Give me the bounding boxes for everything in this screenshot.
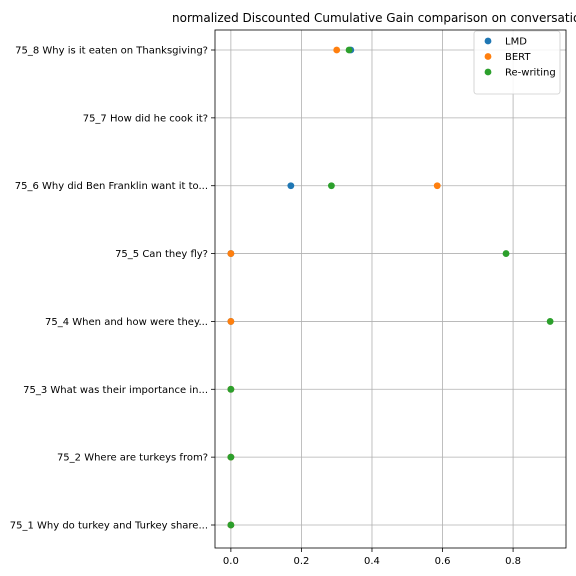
data-point bbox=[546, 318, 554, 325]
legend-label: BERT bbox=[505, 52, 531, 63]
plot-frame bbox=[214, 29, 567, 549]
data-points bbox=[227, 46, 554, 529]
data-point bbox=[227, 318, 235, 325]
data-point bbox=[287, 182, 295, 190]
x-tick-label: 0.8 bbox=[505, 556, 521, 567]
data-point bbox=[227, 250, 235, 257]
y-tick-label: 75_6 Why did Ben Franklin want it to... bbox=[15, 181, 208, 192]
legend-marker bbox=[484, 68, 492, 76]
legend: LMD BERT Re-writing bbox=[473, 30, 561, 95]
y-tick-label: 75_7 How did he cook it? bbox=[83, 113, 208, 124]
x-tick-label: 0.0 bbox=[223, 556, 239, 567]
data-point bbox=[333, 46, 341, 54]
x-tick-label: 0.4 bbox=[364, 556, 380, 567]
chart-title: normalized Discounted Cumulative Gain co… bbox=[172, 11, 576, 25]
y-tick-label: 75_3 What was their importance in... bbox=[23, 385, 208, 396]
legend-marker bbox=[484, 37, 492, 45]
legend-label: LMD bbox=[505, 37, 527, 48]
y-tick-label: 75_8 Why is it eaten on Thanksgiving? bbox=[15, 46, 208, 57]
legend-marker bbox=[484, 53, 492, 60]
data-point bbox=[433, 182, 441, 190]
legend-box bbox=[473, 30, 561, 95]
x-tick-label: 0.6 bbox=[435, 556, 451, 567]
x-tick-label: 0.2 bbox=[293, 556, 309, 567]
data-point bbox=[227, 453, 235, 461]
legend-label: Re-writing bbox=[505, 68, 556, 79]
y-tick-label: 75_5 Can they fly? bbox=[115, 249, 208, 260]
y-tick-label: 75_2 Where are turkeys from? bbox=[57, 453, 208, 464]
y-axis: 75_1 Why do turkey and Turkey share... 75… bbox=[10, 46, 215, 532]
y-tick-label: 75_4 When and how were they... bbox=[45, 317, 208, 328]
data-point bbox=[502, 250, 510, 257]
x-axis: 0.0 0.2 0.4 0.6 0.8 bbox=[223, 548, 521, 567]
data-point bbox=[227, 385, 235, 393]
data-point bbox=[345, 46, 353, 54]
data-point bbox=[227, 521, 235, 529]
data-point bbox=[328, 182, 335, 190]
y-tick-label: 75_1 Why do turkey and Turkey share... bbox=[10, 521, 208, 532]
